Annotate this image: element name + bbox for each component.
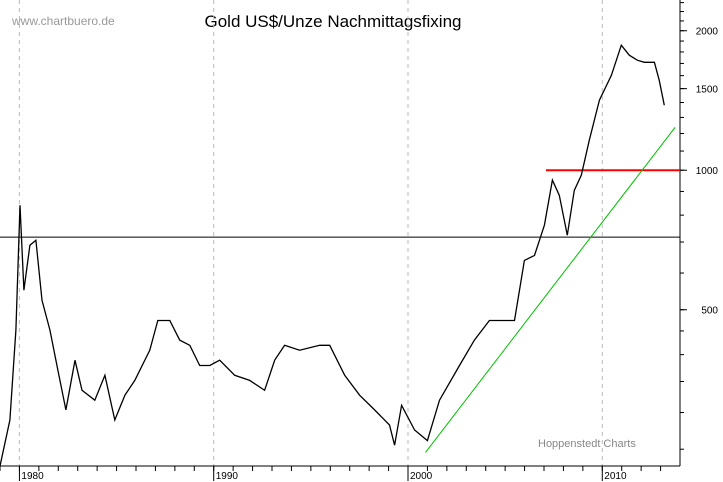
x-tick-label: 2000 xyxy=(410,471,433,482)
watermark: www.chartbuero.de xyxy=(11,14,115,28)
source-label: Hoppenstedt Charts xyxy=(538,438,636,450)
y-tick-label: 1500 xyxy=(696,85,719,96)
gold-price-line xyxy=(0,43,665,467)
x-tick-label: 1990 xyxy=(216,471,239,482)
trend-line xyxy=(425,126,676,453)
chart-title: Gold US$/Unze Nachmittagsfixing xyxy=(204,12,461,31)
x-tick-label: 2010 xyxy=(604,471,627,482)
y-tick-label: 500 xyxy=(701,306,718,317)
y-tick-label: 1000 xyxy=(696,166,719,177)
y-tick-label: 2000 xyxy=(696,27,719,38)
x-tick-label: 1980 xyxy=(21,471,44,482)
